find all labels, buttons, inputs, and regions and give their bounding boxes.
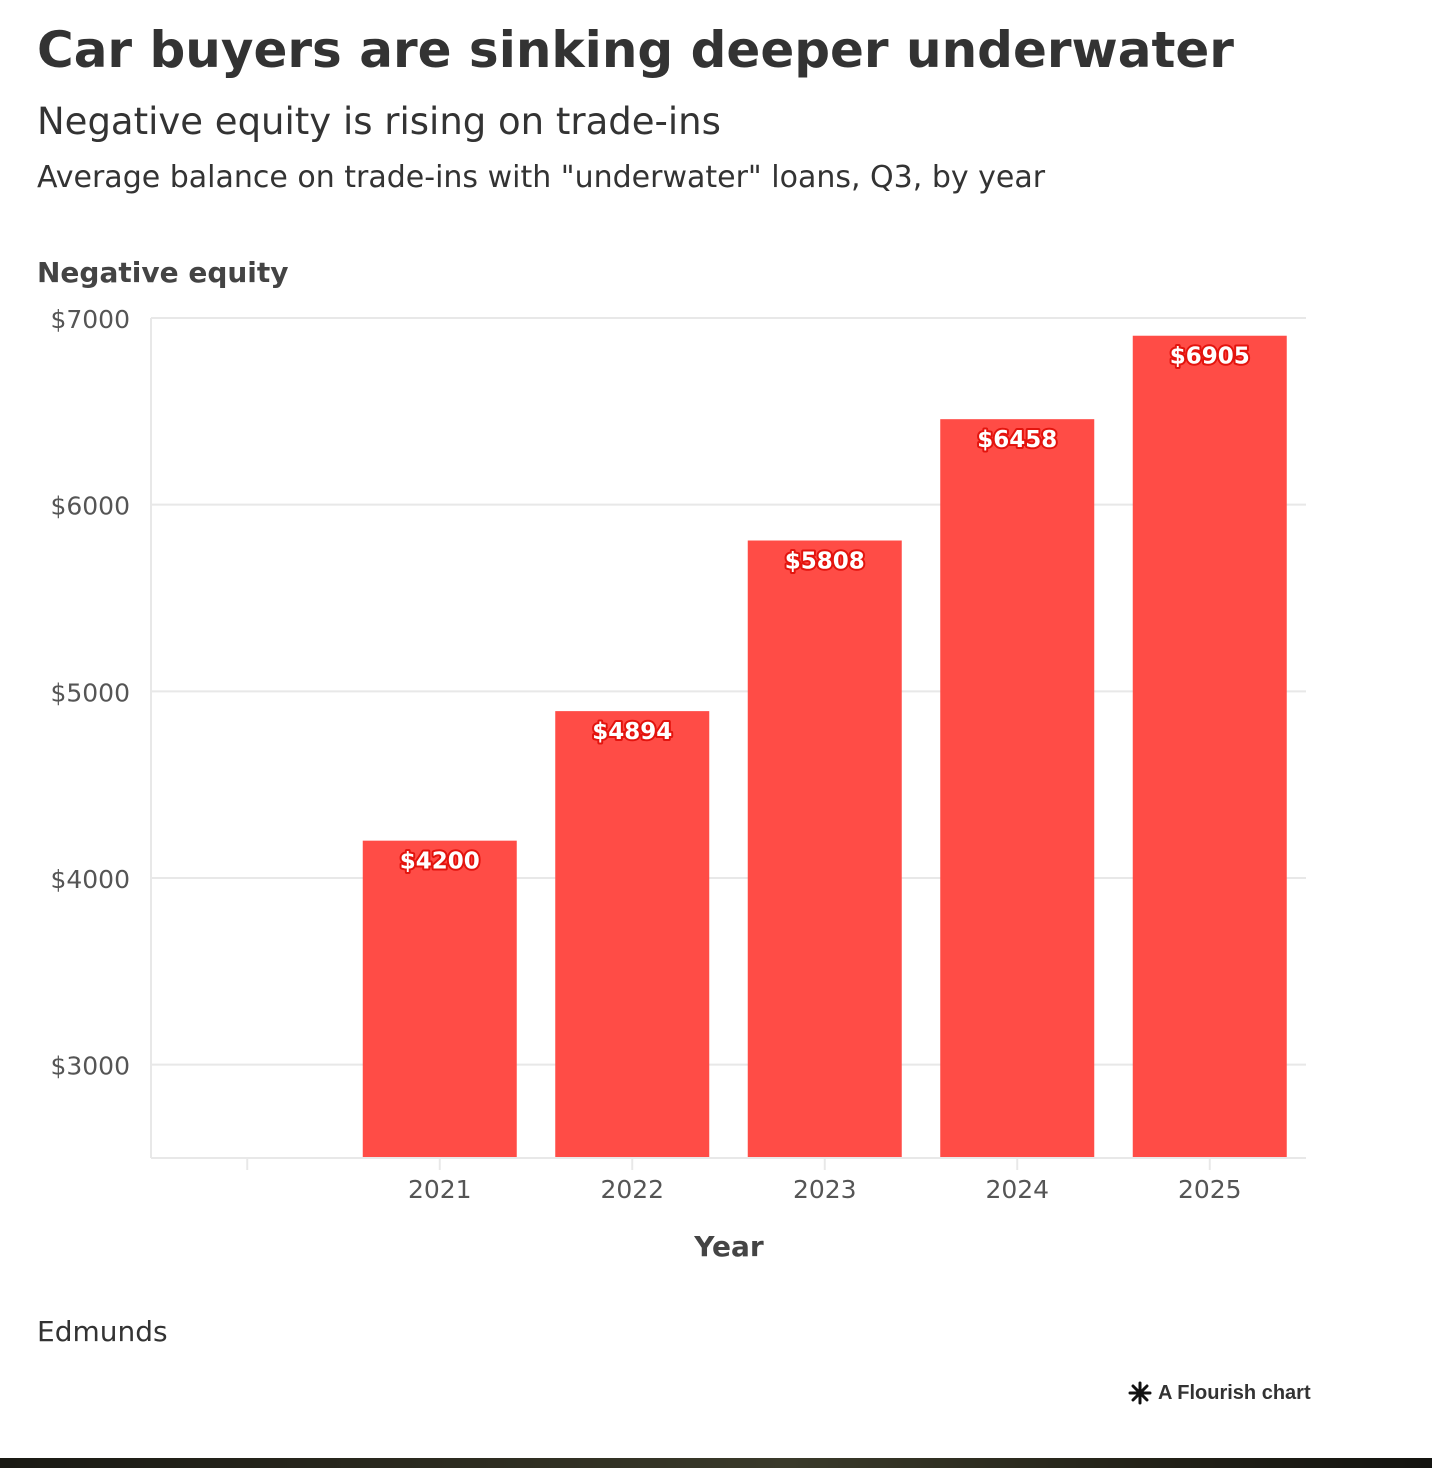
bar-value-label: $6458	[977, 427, 1057, 453]
bar[interactable]	[1132, 335, 1287, 1158]
bar-value-label: $4894	[592, 719, 672, 745]
chart-description: Average balance on trade-ins with "under…	[37, 160, 1046, 195]
credit-label: A Flourish chart	[1158, 1381, 1311, 1404]
chart-title: Car buyers are sinking deeper underwater	[37, 21, 1234, 79]
bar-value-labels: $4200 $4894 $5808 $6458 $6905	[398, 342, 1252, 877]
x-tick-label: 2025	[1178, 1175, 1242, 1204]
bars	[362, 335, 1287, 1158]
bar[interactable]	[362, 840, 517, 1158]
y-axis: $3000 $4000 $5000 $6000 $7000	[50, 305, 152, 1158]
bar[interactable]	[747, 540, 902, 1158]
bar-value-label: $6905	[1170, 344, 1250, 370]
flourish-credit[interactable]: A Flourish chart	[1128, 1378, 1311, 1408]
asterisk-icon	[1128, 1381, 1152, 1405]
bar-chart: Negative equity $3000 $4000 $5000 $6000 $700…	[37, 256, 1306, 1263]
gridlines	[151, 317, 1306, 1066]
x-tick-label: 2023	[793, 1175, 857, 1204]
x-axis: 2021 2022 2023 2024 2025	[151, 1157, 1306, 1204]
y-axis-title: Negative equity	[37, 256, 289, 289]
y-tick-label: $3000	[50, 1052, 130, 1081]
y-tick-label: $6000	[50, 492, 130, 521]
x-tick-label: 2022	[600, 1175, 664, 1204]
x-axis-title: Year	[693, 1230, 764, 1263]
y-tick-label: $4000	[50, 865, 130, 894]
x-tick-label: 2021	[408, 1175, 472, 1204]
bar-value-label: $5808	[785, 549, 865, 575]
page-bottom-strip	[0, 1458, 1432, 1468]
bar[interactable]	[555, 711, 710, 1158]
chart-subtitle: Negative equity is rising on trade-ins	[37, 100, 721, 143]
x-tick-label: 2024	[985, 1175, 1049, 1204]
bar-value-label: $4200	[400, 849, 480, 875]
source-note: Edmunds	[37, 1315, 168, 1348]
y-tick-label: $7000	[50, 305, 130, 334]
bar[interactable]	[940, 419, 1095, 1158]
y-tick-label: $5000	[50, 678, 130, 707]
